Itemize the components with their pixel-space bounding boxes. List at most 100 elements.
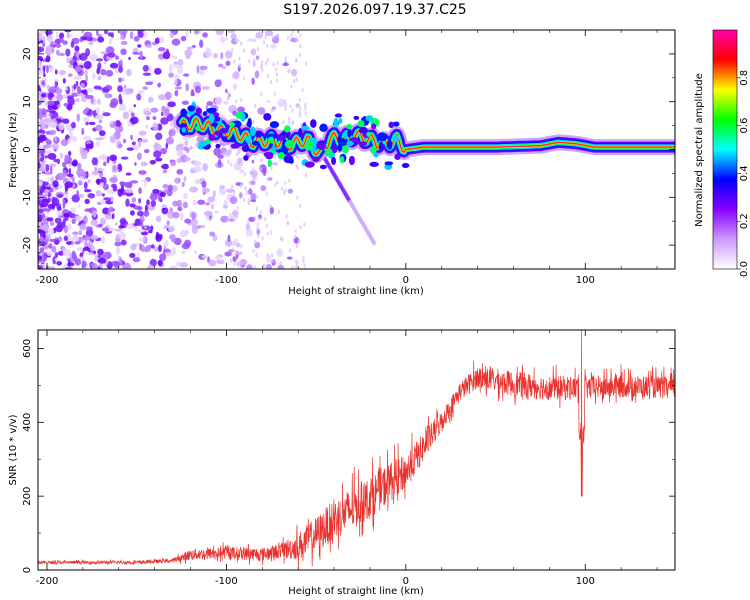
spectrogram-streak: [283, 99, 287, 104]
spectrogram-streak: [286, 35, 290, 40]
ridge-blob: [195, 107, 203, 115]
spectrogram-blob: [56, 260, 63, 266]
spectrogram-blob: [46, 84, 50, 91]
spectrogram-blob: [150, 244, 155, 249]
spectrogram-streak: [238, 56, 241, 61]
spectrogram-blob: [164, 91, 172, 100]
spectrogram-blob: [183, 193, 189, 199]
x-tick-label: -100: [215, 576, 238, 587]
ridge-blob: [240, 112, 246, 123]
spectrogram-blob: [54, 69, 58, 75]
spectrogram-streak: [256, 47, 260, 52]
spectrogram-blob: [54, 252, 59, 259]
spectrogram-blob: [96, 58, 104, 62]
spectrogram-blob: [189, 146, 193, 150]
spectrogram-blob: [169, 32, 175, 39]
spectrogram-blob: [250, 48, 257, 56]
spectrogram-streak: [231, 74, 235, 79]
spectrogram-x-label: Height of straight line (km): [288, 286, 424, 297]
spectrogram-blob: [210, 203, 214, 210]
spectrogram-blob: [86, 252, 95, 256]
spectrogram-streak: [275, 78, 279, 83]
spectrogram-blob: [97, 75, 102, 81]
spectrogram-blob: [49, 221, 55, 227]
spectrogram-blob: [104, 30, 108, 35]
spectrogram-blob: [182, 201, 189, 209]
spectrogram-blob: [70, 207, 77, 213]
spectrogram-streak: [229, 258, 233, 264]
spectrogram-streak: [257, 233, 260, 239]
spectrogram-blob: [157, 47, 166, 52]
spectrogram-blob: [129, 31, 134, 40]
ridge-blob: [333, 117, 339, 128]
spectrogram-blob: [177, 65, 184, 75]
spectrogram-blob: [169, 63, 173, 73]
spectrogram-blob: [66, 173, 74, 177]
spectrogram-blob: [95, 141, 101, 147]
y-tick-label: 600: [22, 339, 33, 358]
spectrogram-streak: [232, 190, 236, 196]
spectrogram-streak: [296, 260, 299, 266]
spectrogram-blob: [186, 46, 194, 50]
x-tick-label: -100: [215, 275, 238, 286]
spectrogram-blob: [168, 72, 174, 78]
spectrogram-streak: [229, 213, 232, 218]
spectrogram-blob: [115, 247, 120, 255]
spectrogram-blob: [155, 233, 162, 242]
spectrogram-streak: [270, 252, 274, 258]
spectrogram-streak: [266, 231, 269, 236]
spectrogram-streak: [262, 40, 266, 45]
spectrogram-blob: [66, 240, 72, 246]
spectrogram-blob: [89, 245, 95, 252]
spectrogram-blob: [251, 77, 255, 85]
x-tick-label: 0: [403, 275, 409, 286]
spectrogram-blob: [123, 138, 126, 144]
spectrogram-blob: [215, 30, 224, 36]
ridge-blob: [229, 138, 236, 143]
spectrogram-blob: [136, 229, 146, 233]
spectrogram-blob: [83, 181, 88, 190]
spectrogram-streak: [247, 219, 250, 225]
spectrogram-blob: [107, 227, 117, 232]
y-tick-label: -20: [22, 237, 33, 253]
ridge-blob: [370, 145, 377, 154]
spectrogram-streak: [272, 35, 275, 41]
ridge-blob: [267, 159, 272, 167]
spectrogram-streak: [284, 181, 287, 186]
spectrogram-blob: [95, 114, 104, 121]
spectrogram-blob: [110, 32, 114, 39]
spectrogram-blob: [50, 85, 60, 90]
spectrogram-blob: [138, 170, 147, 175]
spectrogram-blob: [269, 206, 274, 215]
spectrogram-streak: [255, 252, 258, 258]
spectrogram-blob: [45, 45, 53, 53]
spectrogram-streak: [235, 214, 239, 220]
spectrogram-streak: [253, 239, 257, 245]
x-tick-label: -200: [36, 275, 59, 286]
spectrogram-blob: [93, 85, 102, 90]
spectrogram-blob: [157, 259, 163, 267]
spectrogram-blob: [215, 255, 221, 261]
spectrogram-blob: [63, 177, 68, 183]
spectrogram-streak: [255, 194, 259, 199]
spectrogram-blob: [59, 32, 65, 40]
spectrogram-blob: [224, 251, 232, 257]
spectrogram-blob: [39, 121, 45, 131]
spectrogram-blob: [47, 203, 56, 210]
spectrogram-streak: [272, 62, 275, 67]
spectrogram-streak: [239, 97, 243, 103]
spectrogram-blob: [197, 199, 206, 205]
spectrogram-blob: [138, 139, 142, 148]
spectrogram-blob: [70, 92, 79, 97]
spectrogram-blob: [143, 210, 150, 217]
ridge-blob: [271, 144, 276, 153]
spectrogram-blob: [172, 200, 179, 207]
spectrogram-blob: [110, 98, 119, 106]
spectrogram-streak: [266, 252, 269, 258]
ridge-blob: [251, 140, 259, 146]
spectrogram-streak: [253, 215, 256, 221]
spectrogram-blob: [171, 55, 178, 60]
spectrogram-blob: [75, 98, 80, 102]
spectrogram-streak: [258, 31, 261, 36]
spectrogram-streak: [242, 48, 246, 53]
